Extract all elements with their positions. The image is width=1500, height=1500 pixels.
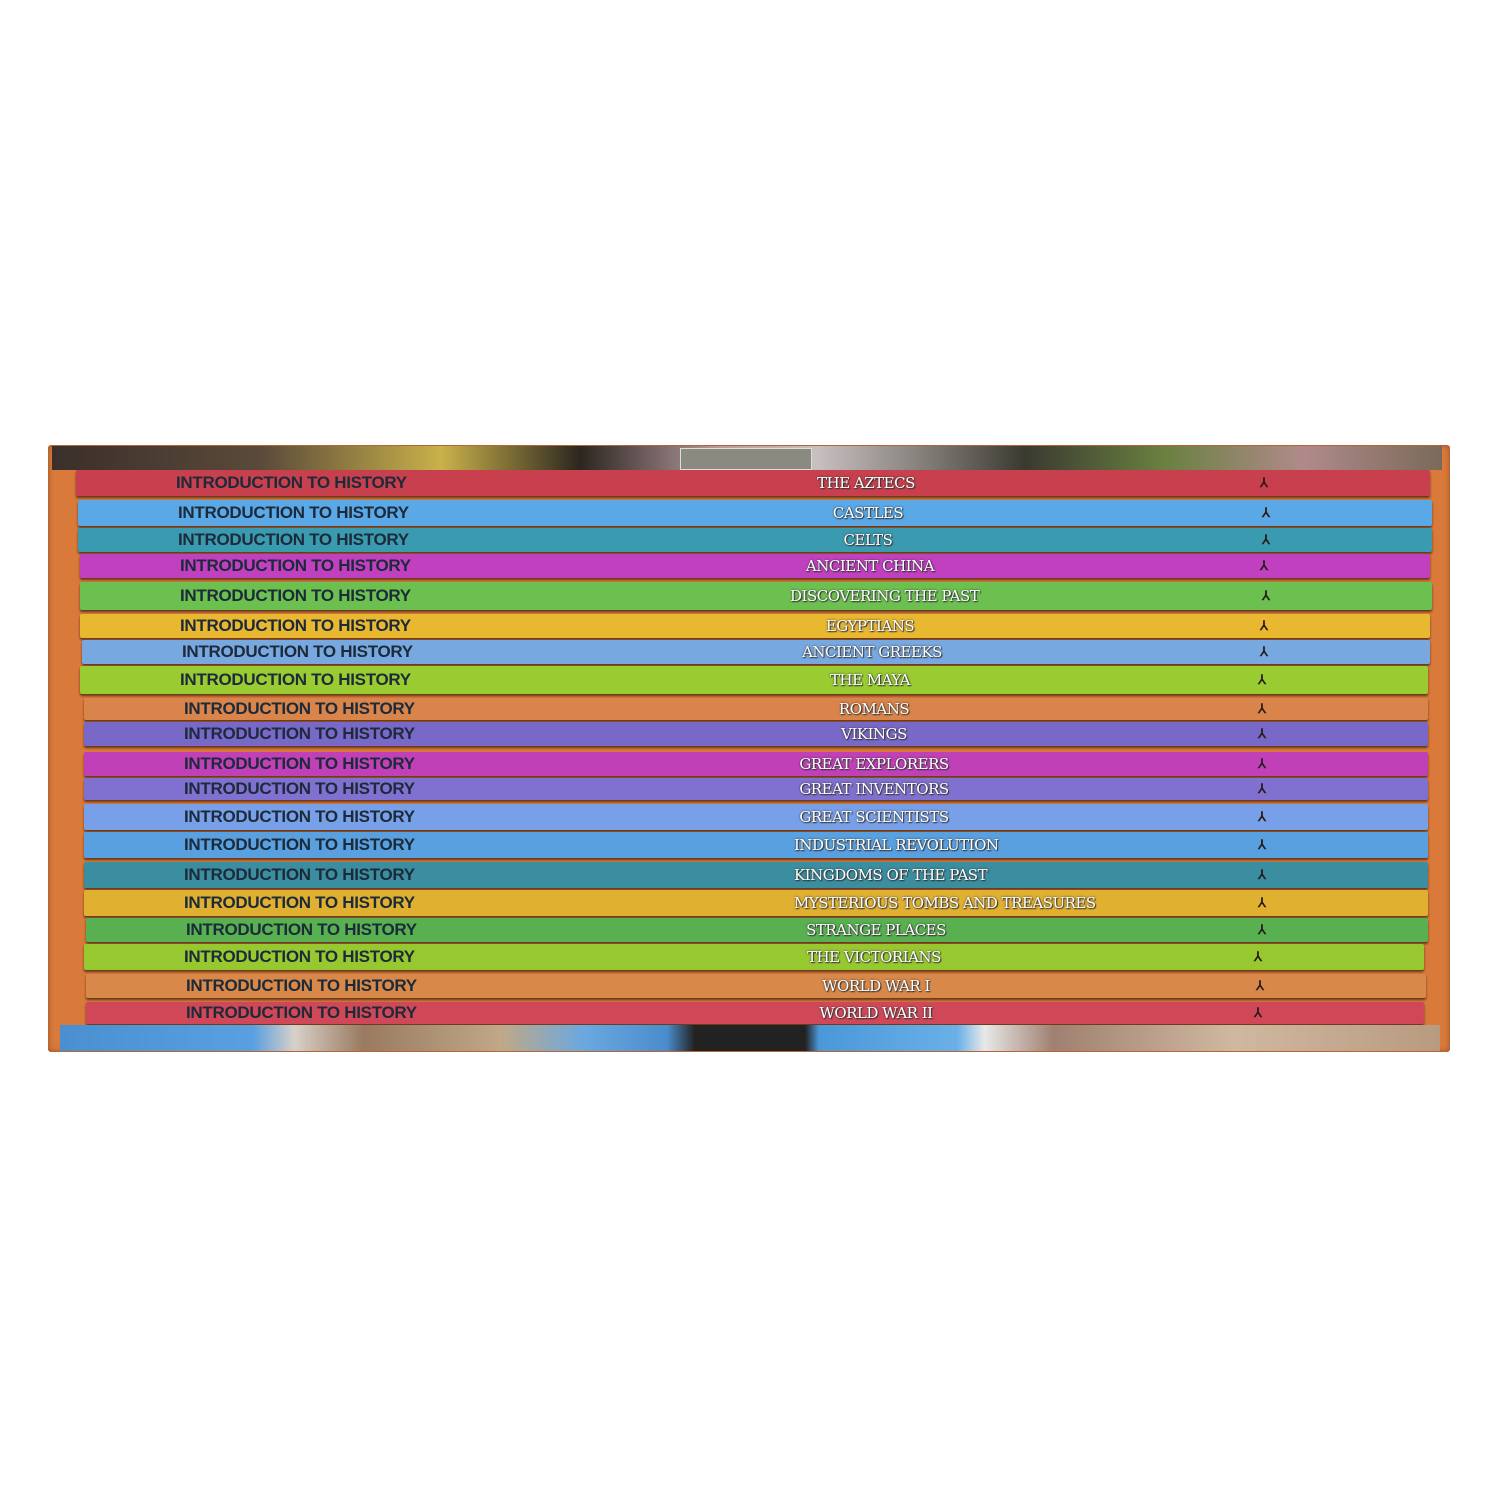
book-spine: INTRODUCTION TO HISTORY THE AZTECS ⅄ [76, 470, 1430, 496]
series-label: INTRODUCTION TO HISTORY [184, 835, 415, 854]
book-spine: INTRODUCTION TO HISTORY VIKINGS ⅄ [84, 722, 1428, 746]
book-spine: INTRODUCTION TO HISTORY WORLD WAR I ⅄ [86, 974, 1426, 998]
book-title: STRANGE PLACES [806, 921, 946, 939]
publisher-logo-icon: ⅄ [1258, 756, 1266, 771]
book-title: CELTS [843, 531, 893, 549]
series-label: INTRODUCTION TO HISTORY [180, 670, 411, 689]
series-label: INTRODUCTION TO HISTORY [180, 556, 411, 575]
publisher-logo-icon: ⅄ [1262, 532, 1270, 547]
publisher-logo-icon: ⅄ [1262, 588, 1270, 603]
publisher-logo-icon: ⅄ [1258, 867, 1266, 882]
publisher-logo-icon: ⅄ [1258, 726, 1266, 741]
series-label: INTRODUCTION TO HISTORY [178, 503, 409, 522]
series-label: INTRODUCTION TO HISTORY [184, 754, 415, 773]
publisher-logo-icon: ⅄ [1260, 618, 1268, 633]
series-label: INTRODUCTION TO HISTORY [186, 976, 417, 995]
book-title: GREAT SCIENTISTS [799, 808, 949, 826]
publisher-logo-icon: ⅄ [1258, 922, 1266, 937]
book-title: VIKINGS [841, 725, 907, 743]
series-label: INTRODUCTION TO HISTORY [184, 779, 415, 798]
book-spine: INTRODUCTION TO HISTORY GREAT SCIENTISTS… [84, 804, 1428, 830]
book-spine: INTRODUCTION TO HISTORY STRANGE PLACES ⅄ [86, 918, 1428, 942]
book-title: WORLD WAR II [819, 1004, 933, 1022]
publisher-logo-icon: ⅄ [1258, 701, 1266, 716]
box-bottom-photo-strip [60, 1025, 1440, 1051]
book-title: ANCIENT CHINA [805, 557, 935, 575]
book-title: DISCOVERING THE PAST [790, 587, 980, 605]
book-title: EGYPTIANS [825, 617, 915, 635]
publisher-logo-icon: ⅄ [1258, 837, 1266, 852]
publisher-logo-icon: ⅄ [1258, 781, 1266, 796]
book-spine: INTRODUCTION TO HISTORY EGYPTIANS ⅄ [80, 614, 1430, 638]
book-spine: INTRODUCTION TO HISTORY THE MAYA ⅄ [80, 666, 1428, 694]
book-title: WORLD WAR I [822, 977, 930, 995]
book-spine: INTRODUCTION TO HISTORY INDUSTRIAL REVOL… [84, 832, 1428, 858]
book-spine: INTRODUCTION TO HISTORY DISCOVERING THE … [80, 582, 1432, 610]
series-label: INTRODUCTION TO HISTORY [180, 616, 411, 635]
book-title: ANCIENT GREEKS [802, 643, 942, 661]
series-label: INTRODUCTION TO HISTORY [186, 1003, 417, 1022]
series-label: INTRODUCTION TO HISTORY [184, 865, 415, 884]
book-title: GREAT INVENTORS [799, 780, 949, 798]
book-title: MYSTERIOUS TOMBS AND TREASURES [794, 894, 1096, 912]
book-title: GREAT EXPLORERS [799, 755, 949, 773]
series-label: INTRODUCTION TO HISTORY [182, 642, 413, 661]
book-spine: INTRODUCTION TO HISTORY THE VICTORIANS ⅄ [84, 944, 1424, 970]
book-title: CASTLES [832, 504, 904, 522]
book-spine: INTRODUCTION TO HISTORY KINGDOMS OF THE … [84, 862, 1428, 888]
book-spine: INTRODUCTION TO HISTORY MYSTERIOUS TOMBS… [84, 890, 1428, 916]
book-spine: INTRODUCTION TO HISTORY CELTS ⅄ [78, 528, 1432, 552]
book-spine: INTRODUCTION TO HISTORY WORLD WAR II ⅄ [86, 1002, 1424, 1024]
book-spine: INTRODUCTION TO HISTORY ANCIENT GREEKS ⅄ [82, 640, 1430, 664]
series-label: INTRODUCTION TO HISTORY [184, 724, 415, 743]
publisher-logo-icon: ⅄ [1258, 672, 1266, 687]
publisher-logo-icon: ⅄ [1258, 895, 1266, 910]
series-label: INTRODUCTION TO HISTORY [176, 473, 407, 492]
book-title: THE AZTECS [817, 474, 915, 492]
publisher-logo-icon: ⅄ [1260, 644, 1268, 659]
publisher-logo-icon: ⅄ [1260, 558, 1268, 573]
series-label: INTRODUCTION TO HISTORY [184, 893, 415, 912]
book-spine: INTRODUCTION TO HISTORY CASTLES ⅄ [78, 500, 1432, 526]
publisher-logo-icon: ⅄ [1260, 475, 1268, 490]
book-title: KINGDOMS OF THE PAST [794, 866, 988, 884]
book-title: THE VICTORIANS [807, 948, 941, 966]
series-label: INTRODUCTION TO HISTORY [184, 699, 415, 718]
book-spine: INTRODUCTION TO HISTORY GREAT EXPLORERS … [84, 752, 1428, 776]
book-spine: INTRODUCTION TO HISTORY GREAT INVENTORS … [84, 778, 1428, 800]
book-spine: INTRODUCTION TO HISTORY ANCIENT CHINA ⅄ [80, 554, 1430, 578]
publisher-logo-icon: ⅄ [1254, 1005, 1262, 1020]
series-label: INTRODUCTION TO HISTORY [184, 947, 415, 966]
publisher-logo-icon: ⅄ [1256, 978, 1264, 993]
series-label: INTRODUCTION TO HISTORY [184, 807, 415, 826]
publisher-logo-icon: ⅄ [1258, 809, 1266, 824]
book-title: THE MAYA [830, 671, 910, 689]
book-title: ROMANS [838, 700, 910, 718]
series-label: INTRODUCTION TO HISTORY [178, 530, 409, 549]
series-label: INTRODUCTION TO HISTORY [186, 920, 417, 939]
box-top-tab [680, 448, 812, 470]
publisher-logo-icon: ⅄ [1262, 505, 1270, 520]
publisher-logo-icon: ⅄ [1254, 949, 1262, 964]
series-label: INTRODUCTION TO HISTORY [180, 586, 411, 605]
book-title: INDUSTRIAL REVOLUTION [794, 836, 999, 854]
book-spine: INTRODUCTION TO HISTORY ROMANS ⅄ [84, 698, 1428, 720]
